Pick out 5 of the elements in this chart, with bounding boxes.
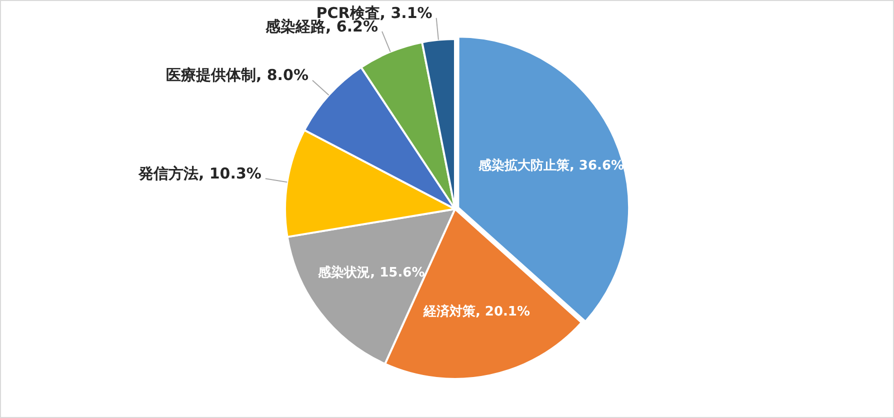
- slice-label: 医療提供体制, 8.0%: [166, 66, 308, 84]
- slice-label: 発信方法, 10.3%: [137, 164, 262, 183]
- slice-label: 感染状況, 15.6%: [317, 264, 425, 281]
- slice-label: 経済対策, 20.1%: [422, 304, 530, 320]
- slice-label: 感染拡大防止策, 36.6%: [477, 157, 624, 174]
